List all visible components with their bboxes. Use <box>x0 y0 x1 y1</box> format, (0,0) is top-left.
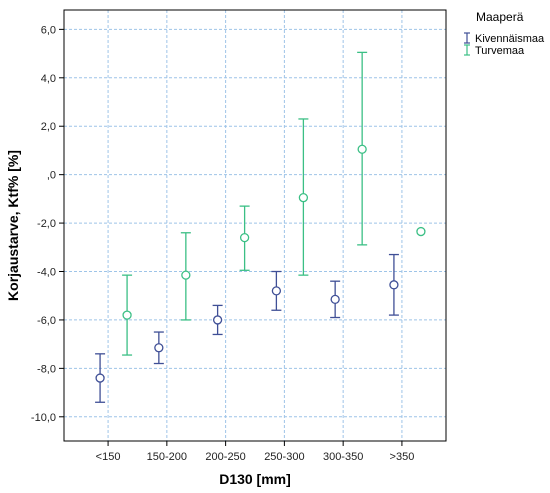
mean-marker <box>330 294 340 305</box>
y-tick-label: ,0 <box>47 170 56 182</box>
mean-marker <box>298 193 309 203</box>
x-tick-label: 200-250 <box>205 451 245 463</box>
legend-item: Kivennäismaa <box>464 32 545 45</box>
legend-label: Kivennäismaa <box>475 33 545 45</box>
x-tick-label: 250-300 <box>264 451 304 463</box>
plot-frame <box>63 9 447 442</box>
y-tick-label: -10,0 <box>31 412 56 424</box>
y-tick-label: 4,0 <box>41 73 56 85</box>
data-series <box>95 51 426 403</box>
y-axis-title: Korjaustarve, Ktf% [%] <box>5 150 21 301</box>
x-tick-label: 300-350 <box>323 451 363 463</box>
series-kivennäismaa <box>95 253 399 403</box>
mean-marker <box>95 373 105 383</box>
y-tick-label: -8,0 <box>37 363 56 375</box>
mean-marker <box>154 343 164 353</box>
mean-marker <box>357 144 367 154</box>
y-tick-label: 2,0 <box>41 121 56 133</box>
y-tick-label: -2,0 <box>37 218 56 230</box>
mean-marker <box>416 226 426 237</box>
mean-marker <box>271 286 282 296</box>
mean-marker <box>239 232 250 243</box>
x-tick-label: >350 <box>390 451 415 463</box>
x-axis-title: D130 [mm] <box>219 471 291 487</box>
grid-lines <box>64 10 446 441</box>
x-tick-label: 150-200 <box>147 451 187 463</box>
mean-marker <box>389 280 399 290</box>
axes: 6,0 4,0 2,0 ,0 -2,0 -4,0 -6,0 -8,0 -10,0 <150 150-… <box>31 24 414 463</box>
legend-item: Turvemaa <box>464 44 525 57</box>
legend-title: Maaperä <box>476 10 524 24</box>
series-turvemaa <box>122 51 426 356</box>
y-tick-label: -6,0 <box>37 315 56 327</box>
y-tick-label: -4,0 <box>37 267 56 279</box>
legend-label: Turvemaa <box>475 45 525 57</box>
mean-marker <box>181 270 191 280</box>
y-tick-label: 6,0 <box>41 24 56 36</box>
mean-marker <box>212 315 223 325</box>
mean-marker <box>122 310 132 320</box>
x-tick-label: <150 <box>96 451 121 463</box>
